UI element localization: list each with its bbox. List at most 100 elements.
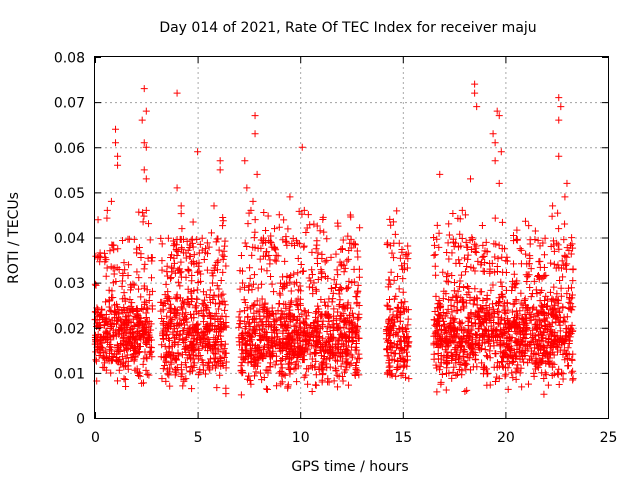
data-point: [479, 241, 487, 249]
data-point: [480, 331, 488, 339]
data-point: [351, 241, 359, 249]
data-point: [103, 354, 111, 362]
data-point: [452, 359, 460, 367]
peak-point: [489, 130, 497, 138]
data-point: [486, 260, 494, 268]
data-point: [308, 387, 316, 395]
data-point: [291, 242, 299, 250]
data-point: [340, 340, 348, 348]
peak-point: [138, 116, 146, 124]
data-point: [563, 253, 571, 261]
data-point: [331, 352, 339, 360]
data-point: [220, 297, 228, 305]
chart-title: Day 014 of 2021, Rate Of TEC Index for r…: [159, 20, 536, 36]
data-point: [444, 305, 452, 313]
data-point: [521, 347, 529, 355]
data-point: [556, 334, 564, 342]
data-point: [165, 371, 173, 379]
data-point: [387, 268, 395, 276]
data-point: [329, 289, 337, 297]
y-tick-label: 0.04: [54, 231, 85, 247]
data-point: [340, 261, 348, 269]
data-point: [292, 297, 300, 305]
data-point: [299, 355, 307, 363]
data-point: [557, 346, 565, 354]
data-point: [110, 246, 118, 254]
data-point: [544, 381, 552, 389]
data-point: [558, 341, 566, 349]
data-point: [103, 336, 111, 344]
data-point: [101, 321, 109, 329]
data-point: [497, 340, 505, 348]
data-point: [540, 273, 548, 281]
data-point: [320, 228, 328, 236]
data-point: [263, 341, 271, 349]
data-point: [439, 295, 447, 303]
data-point: [245, 282, 253, 290]
data-point: [567, 300, 575, 308]
data-point: [502, 320, 510, 328]
data-point: [198, 300, 206, 308]
data-point: [267, 272, 275, 280]
data-point: [393, 328, 401, 336]
data-point: [312, 338, 320, 346]
data-point: [136, 331, 144, 339]
data-point: [140, 282, 148, 290]
data-point: [385, 356, 393, 364]
data-point: [443, 348, 451, 356]
data-point: [482, 365, 490, 373]
data-point: [162, 280, 170, 288]
data-point: [316, 227, 324, 235]
data-point: [491, 214, 499, 222]
data-point: [189, 351, 197, 359]
data-point: [551, 331, 559, 339]
data-point: [241, 325, 249, 333]
data-point: [552, 264, 560, 272]
data-point: [199, 318, 207, 326]
data-point: [390, 340, 398, 348]
data-point: [236, 308, 244, 316]
data-point: [299, 267, 307, 275]
data-point: [318, 343, 326, 351]
data-point: [508, 324, 516, 332]
data-point: [119, 269, 127, 277]
data-point: [294, 254, 302, 262]
data-point: [555, 365, 563, 373]
data-point: [203, 250, 211, 258]
data-point: [304, 380, 312, 388]
data-point: [352, 293, 360, 301]
data-point: [102, 298, 110, 306]
data-point: [309, 290, 317, 298]
data-point: [523, 277, 531, 285]
data-point: [135, 314, 143, 322]
data-point: [478, 222, 486, 230]
data-point: [385, 352, 393, 360]
data-point: [493, 262, 501, 270]
data-point: [444, 359, 452, 367]
data-point: [219, 217, 227, 225]
data-point: [527, 337, 535, 345]
data-point: [275, 336, 283, 344]
data-point: [115, 366, 123, 374]
data-point: [527, 265, 535, 273]
data-point: [217, 362, 225, 370]
data-point: [321, 301, 329, 309]
data-point: [501, 329, 509, 337]
data-point: [517, 246, 525, 254]
data-point: [308, 284, 316, 292]
data-point: [102, 317, 110, 325]
data-point: [483, 248, 491, 256]
data-point: [283, 238, 291, 246]
data-point: [173, 247, 181, 255]
peak-point: [112, 139, 120, 147]
peak-point: [107, 197, 115, 205]
data-point: [147, 348, 155, 356]
data-point: [120, 375, 128, 383]
peak-point: [142, 175, 150, 183]
data-point: [351, 370, 359, 378]
data-point: [190, 251, 198, 259]
data-point: [177, 258, 185, 266]
data-point: [248, 286, 256, 294]
data-point: [534, 311, 542, 319]
data-point: [330, 276, 338, 284]
